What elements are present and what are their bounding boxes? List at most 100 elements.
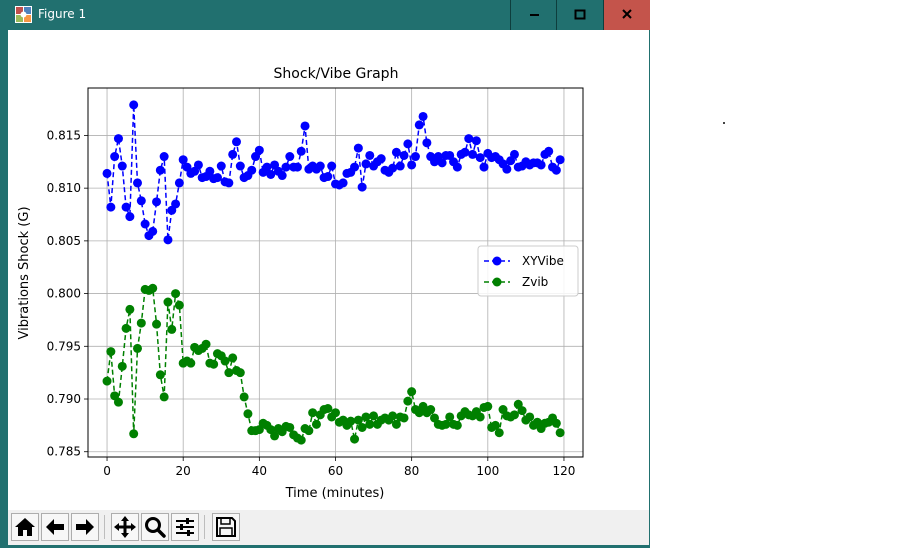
data-point-zvib	[388, 411, 398, 421]
legend-label-zvib: Zvib	[522, 275, 548, 289]
data-point-xyvibe	[140, 219, 150, 229]
data-point-zvib	[517, 406, 527, 416]
data-point-xyvibe	[357, 182, 367, 192]
data-point-zvib	[121, 323, 131, 333]
data-point-xyvibe	[353, 143, 363, 153]
data-point-zvib	[426, 405, 436, 415]
window-titlebar[interactable]: Figure 1	[0, 0, 650, 30]
data-point-xyvibe	[117, 161, 127, 171]
data-point-zvib	[357, 422, 367, 432]
data-point-zvib	[201, 339, 211, 349]
data-point-zvib	[235, 368, 245, 378]
data-point-xyvibe	[277, 171, 287, 181]
data-point-zvib	[304, 426, 314, 436]
home-button[interactable]	[11, 513, 39, 541]
data-point-zvib	[365, 419, 375, 429]
data-point-zvib	[483, 401, 493, 411]
data-point-zvib	[209, 359, 219, 369]
data-point-zvib	[113, 397, 123, 407]
data-point-zvib	[186, 358, 196, 368]
move-icon	[114, 516, 136, 538]
legend-marker-xyvibe	[492, 256, 502, 266]
data-point-xyvibe	[171, 199, 181, 209]
data-point-zvib	[490, 420, 500, 430]
data-point-zvib	[133, 343, 142, 353]
data-point-xyvibe	[232, 137, 241, 147]
data-point-zvib	[494, 428, 504, 438]
y-tick-label: 0.805	[47, 234, 81, 248]
magnifier-icon	[145, 517, 166, 538]
data-point-zvib	[525, 412, 535, 422]
series-layer	[102, 100, 565, 445]
data-point-xyvibe	[285, 152, 295, 162]
data-point-zvib	[163, 297, 173, 307]
data-point-xyvibe	[399, 150, 409, 160]
data-point-xyvibe	[479, 162, 489, 172]
data-point-xyvibe	[460, 147, 470, 157]
figure-canvas[interactable]: Shock/Vibe Graph 0 20 40 60 80 100 120 0.785 0.…	[8, 30, 649, 545]
data-point-zvib	[361, 412, 371, 422]
data-point-xyvibe	[174, 178, 184, 188]
data-point-xyvibe	[178, 155, 188, 165]
data-point-xyvibe	[148, 226, 158, 236]
data-point-zvib	[346, 416, 356, 426]
data-point-xyvibe	[452, 162, 462, 172]
minimize-button[interactable]	[510, 0, 556, 30]
close-button[interactable]	[603, 0, 650, 30]
forward-button[interactable]	[71, 513, 99, 541]
toolbar-separator	[104, 515, 105, 539]
arrow-right-icon	[76, 519, 94, 535]
data-point-xyvibe	[315, 161, 325, 171]
maximize-button[interactable]	[556, 0, 602, 30]
data-point-xyvibe	[536, 160, 546, 170]
data-point-xyvibe	[155, 165, 165, 175]
data-point-xyvibe	[410, 152, 420, 162]
data-point-zvib	[369, 411, 379, 421]
data-point-zvib	[452, 420, 462, 430]
arrow-left-icon	[46, 519, 64, 535]
data-point-xyvibe	[471, 136, 481, 146]
data-point-xyvibe	[125, 212, 135, 222]
configure-subplots-button[interactable]	[171, 513, 199, 541]
data-point-xyvibe	[266, 169, 276, 179]
data-point-xyvibe	[254, 145, 264, 155]
data-point-xyvibe	[544, 146, 554, 156]
data-point-zvib	[285, 422, 295, 432]
data-point-xyvibe	[292, 162, 302, 172]
legend-frame	[477, 245, 579, 297]
y-tick-label: 0.810	[47, 181, 81, 195]
data-point-zvib	[159, 392, 169, 402]
pan-button[interactable]	[111, 513, 139, 541]
y-tick-label: 0.795	[47, 339, 81, 353]
data-point-zvib	[148, 283, 158, 293]
data-point-zvib	[509, 410, 519, 420]
data-point-zvib	[551, 418, 561, 428]
data-point-xyvibe	[323, 172, 333, 182]
data-point-xyvibe	[464, 134, 474, 144]
legend-label-xyvibe: XYVibe	[522, 254, 564, 268]
y-tick-label: 0.790	[47, 392, 81, 406]
floppy-disk-icon	[216, 517, 236, 537]
data-point-xyvibe	[113, 134, 123, 144]
figure-window: Figure 1 Shock/Vibe Graph 0 20 40 60 80 100 12…	[0, 0, 650, 548]
data-point-zvib	[441, 419, 451, 429]
data-point-xyvibe	[163, 235, 173, 245]
data-point-zvib	[125, 304, 135, 314]
y-tick-label: 0.785	[47, 445, 81, 459]
shock-vibe-chart[interactable]: Shock/Vibe Graph 0 20 40 60 80 100 120 0.7850.…	[8, 30, 649, 510]
data-point-xyvibe	[133, 178, 142, 188]
legend-marker-zvib	[492, 277, 502, 287]
zoom-button[interactable]	[141, 513, 169, 541]
x-tick-label: 120	[553, 464, 576, 478]
data-point-zvib	[399, 413, 409, 423]
save-button[interactable]	[212, 513, 240, 541]
series-line-xyvibe	[106, 104, 561, 240]
data-point-zvib	[308, 408, 318, 418]
data-point-zvib	[475, 412, 485, 422]
data-point-xyvibe	[193, 160, 203, 170]
back-button[interactable]	[41, 513, 69, 541]
data-point-xyvibe	[403, 139, 413, 149]
legend: XYVibe Zvib	[477, 245, 579, 297]
data-point-xyvibe	[414, 120, 424, 130]
data-point-xyvibe	[338, 178, 348, 188]
